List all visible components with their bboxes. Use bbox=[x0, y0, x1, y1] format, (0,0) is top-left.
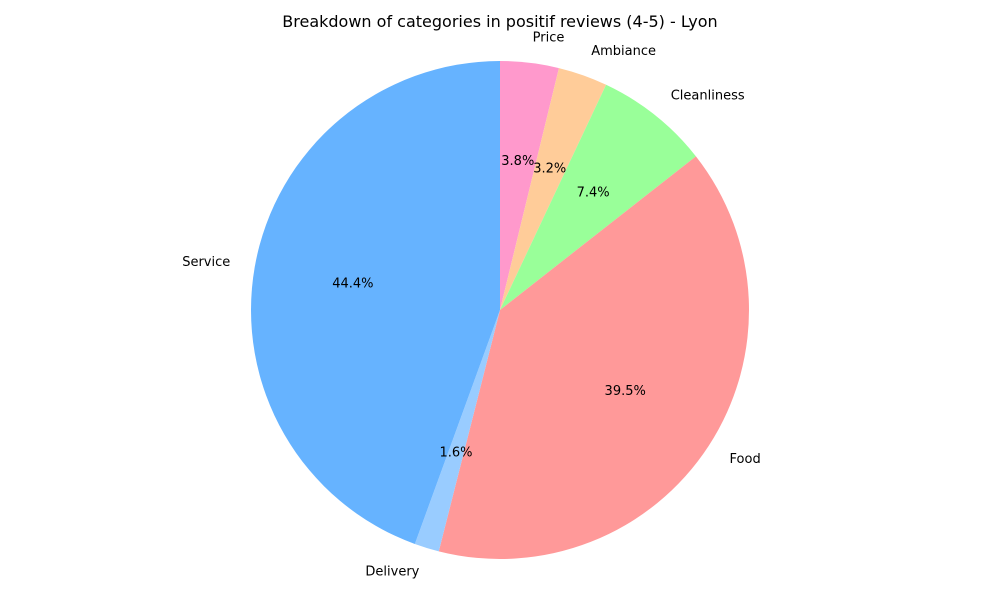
pct-label-cleanliness: 7.4% bbox=[577, 186, 610, 201]
slice-cleanliness bbox=[500, 84, 696, 311]
slice-label-food: Food bbox=[730, 452, 761, 467]
pct-label-price: 3.8% bbox=[501, 154, 534, 169]
slice-service bbox=[251, 60, 500, 544]
slice-label-cleanliness: Cleanliness bbox=[671, 88, 745, 103]
chart-title: Breakdown of categories in positif revie… bbox=[282, 12, 718, 31]
slice-food bbox=[438, 156, 749, 560]
slice-delivery bbox=[414, 310, 500, 552]
pct-label-food: 39.5% bbox=[605, 384, 646, 399]
slice-label-ambiance: Ambiance bbox=[591, 44, 656, 59]
pie-slices bbox=[251, 60, 749, 560]
slice-label-delivery: Delivery bbox=[365, 564, 419, 579]
pct-label-delivery: 1.6% bbox=[440, 445, 473, 460]
slice-price bbox=[500, 61, 559, 310]
slice-label-price: Price bbox=[533, 31, 565, 46]
slice-ambiance bbox=[500, 68, 607, 310]
slice-label-service: Service bbox=[182, 255, 230, 270]
pct-label-service: 44.4% bbox=[332, 277, 373, 292]
pct-label-ambiance: 3.2% bbox=[533, 162, 566, 177]
pie-labels: Price 3.8% Ambiance 3.2% Cleanliness 7.4% Food… bbox=[182, 31, 761, 580]
